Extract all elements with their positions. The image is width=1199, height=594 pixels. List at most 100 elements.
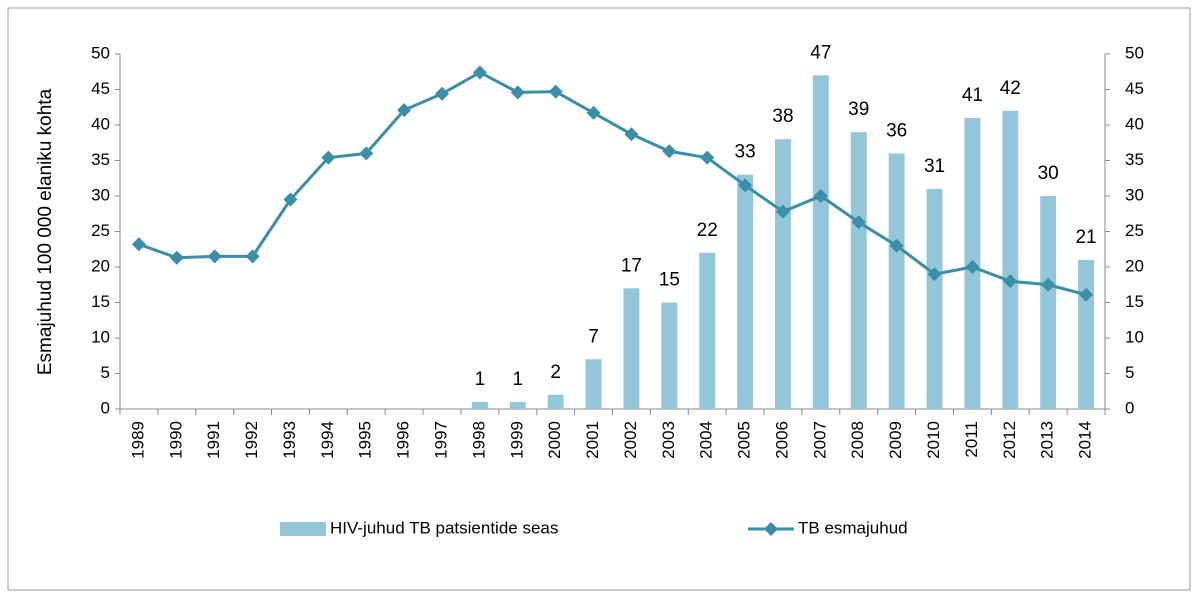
- x-tick-label: 1999: [507, 421, 526, 459]
- marker: [624, 127, 639, 142]
- marker: [472, 65, 487, 80]
- x-tick-label: 2004: [697, 421, 716, 459]
- x-tick-label: 2011: [962, 421, 981, 458]
- bar-label: 41: [962, 85, 983, 106]
- marker: [813, 189, 828, 203]
- bar: [623, 288, 640, 409]
- x-tick-label: 2001: [583, 421, 602, 459]
- x-tick-label: 1996: [394, 421, 413, 459]
- marker: [435, 86, 450, 101]
- x-tick-label: 2003: [659, 421, 678, 459]
- marker: [1041, 277, 1056, 292]
- y-tick-label: 10: [91, 327, 110, 346]
- marker: [169, 250, 184, 265]
- x-tick-label: 2006: [772, 421, 791, 459]
- y2-tick-label: 5: [1125, 363, 1134, 382]
- marker: [131, 237, 146, 252]
- y2-tick-label: 20: [1125, 256, 1144, 275]
- bar-label: 1: [475, 369, 486, 390]
- bar: [926, 188, 943, 409]
- x-tick-label: 2014: [1076, 421, 1095, 459]
- y2-tick-label: 35: [1125, 150, 1144, 169]
- legend-label: HIV-juhud TB patsientide seas: [330, 518, 558, 537]
- bar-label: 42: [1000, 78, 1021, 99]
- bar: [850, 132, 867, 409]
- marker: [397, 103, 412, 118]
- marker: [321, 150, 336, 165]
- bar: [699, 252, 716, 409]
- bar: [547, 394, 564, 409]
- bar: [585, 359, 602, 409]
- bar: [775, 139, 791, 409]
- y2-tick-label: 0: [1125, 398, 1134, 417]
- legend-swatch: [764, 522, 778, 536]
- x-tick-label: 1998: [469, 421, 488, 459]
- bar: [471, 401, 488, 409]
- y2-tick-label: 45: [1125, 79, 1144, 98]
- marker: [586, 105, 601, 120]
- y-tick-label: 50: [91, 43, 110, 62]
- marker: [207, 249, 222, 264]
- y-tick-label: 5: [101, 363, 110, 382]
- x-tick-label: 1997: [432, 421, 451, 459]
- bar-label: 15: [659, 270, 680, 291]
- x-tick-label: 2013: [1038, 421, 1057, 459]
- y2-tick-label: 40: [1125, 114, 1144, 133]
- line: [138, 70, 1087, 297]
- marker: [662, 144, 677, 159]
- bar-label: 21: [1075, 227, 1096, 248]
- marker: [510, 85, 525, 100]
- bar-label: 2: [550, 362, 561, 383]
- x-tick-label: 1993: [280, 421, 299, 459]
- bar-label: 47: [810, 42, 831, 63]
- y2-tick-label: 30: [1125, 185, 1144, 204]
- bar-label: 39: [848, 99, 869, 120]
- x-tick-label: 2005: [735, 421, 754, 459]
- x-tick-label: 1995: [356, 421, 375, 459]
- x-tick-label: 2002: [621, 421, 640, 459]
- marker: [359, 146, 374, 161]
- x-tick-label: 2007: [810, 421, 829, 459]
- marker: [738, 178, 753, 193]
- bar: [812, 75, 829, 410]
- bar-label: 22: [697, 220, 718, 241]
- x-tick-label: 1989: [128, 421, 147, 459]
- bar: [1002, 110, 1019, 410]
- y2-tick-label: 50: [1125, 43, 1144, 62]
- y2-tick-label: 15: [1125, 292, 1144, 311]
- marker: [775, 204, 790, 219]
- y2-tick-label: 25: [1125, 221, 1144, 240]
- y-tick-label: 15: [91, 292, 110, 311]
- bar-label: 30: [1038, 163, 1059, 184]
- y-tick-label: 35: [91, 150, 110, 169]
- y2-tick-label: 10: [1125, 327, 1144, 346]
- y-tick-label: 30: [91, 185, 110, 204]
- bar-label: 36: [886, 120, 907, 141]
- marker: [927, 267, 942, 282]
- x-tick-label: 1991: [204, 421, 223, 459]
- legend-swatch: [280, 522, 326, 536]
- marker: [548, 84, 563, 99]
- bar: [1078, 259, 1095, 409]
- y-tick-label: 25: [91, 221, 110, 240]
- bar-label: 38: [772, 106, 793, 127]
- bar: [1040, 196, 1057, 409]
- y-tick-label: 20: [91, 256, 110, 275]
- y-tick-label: 0: [101, 398, 110, 417]
- frame: [7, 7, 1191, 591]
- x-tick-label: 2012: [1000, 421, 1019, 459]
- bar: [737, 174, 754, 409]
- x-tick-label: 1994: [318, 421, 337, 459]
- x-tick-label: 1990: [166, 421, 185, 459]
- marker: [965, 260, 980, 274]
- bar-label: 7: [588, 326, 599, 347]
- y-tick-label: 45: [91, 79, 110, 98]
- x-tick-label: 2008: [848, 421, 867, 459]
- bar-label: 31: [924, 156, 945, 177]
- bar: [661, 302, 678, 409]
- marker: [889, 238, 904, 253]
- marker: [851, 215, 866, 230]
- bar: [888, 153, 905, 409]
- marker: [1003, 274, 1018, 289]
